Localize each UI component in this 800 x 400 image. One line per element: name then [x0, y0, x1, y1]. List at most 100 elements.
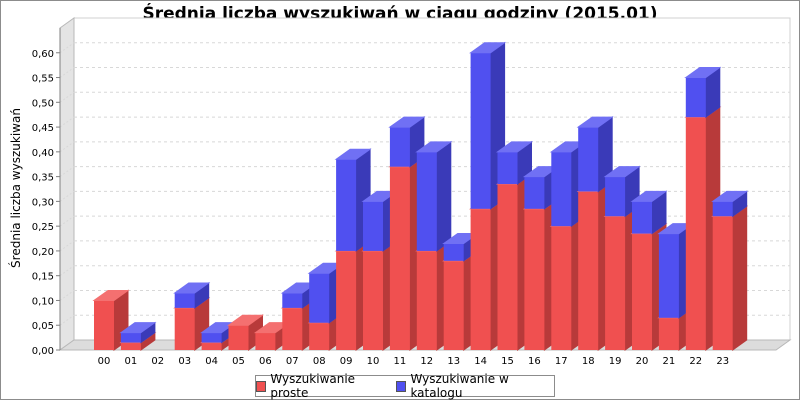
- bar-katalog-16: [524, 176, 545, 209]
- bar-proste-22: [685, 117, 706, 351]
- y-tick-label: 0,35: [32, 173, 54, 184]
- bar-chart: 0,00 0,05 0,10 0,15 0,20 0,25 0,30 0,35 0,40 0,45…: [8, 17, 792, 367]
- bar-katalog-22: [685, 77, 706, 118]
- bar-proste-18: [578, 191, 599, 350]
- left-wall: [59, 17, 75, 351]
- bar-proste-16: [524, 208, 545, 350]
- bar-katalog-14: [470, 52, 491, 209]
- bar-proste-23: [712, 216, 733, 350]
- x-tick-label-20: 20: [636, 356, 649, 367]
- bar-katalog-12: [416, 151, 437, 251]
- bar-katalog-11: [389, 127, 410, 167]
- y-tick-label: 0,00: [32, 346, 54, 357]
- y-tick-label: 0,40: [32, 148, 54, 159]
- x-tick-label-00: 00: [98, 356, 111, 367]
- bar-top-katalog-20: [630, 190, 668, 202]
- bar-katalog-09: [336, 159, 357, 251]
- gridline-side: [59, 290, 75, 301]
- bar-proste-11: [389, 166, 410, 350]
- x-tick-label-05: 05: [232, 356, 245, 367]
- legend-item-series-2: Wyszukiwanie w katalogu: [396, 372, 554, 400]
- gridline-side: [59, 116, 75, 128]
- gridline-side: [59, 166, 75, 178]
- gridline-side: [59, 42, 75, 54]
- bar-proste-17: [551, 226, 572, 350]
- bar-proste-00: [94, 300, 114, 350]
- bar-proste-12: [416, 250, 437, 350]
- bar-top-katalog-19: [603, 166, 641, 178]
- legend-swatch-series-1: [256, 380, 267, 392]
- bar-proste-10: [363, 250, 383, 350]
- y-tick-label: 0,15: [32, 272, 54, 283]
- y-tick-label: 0,50: [32, 98, 54, 109]
- x-tick-label-22: 22: [689, 356, 702, 367]
- y-tick-label: 0,25: [32, 222, 54, 233]
- bar-proste-14: [470, 208, 491, 350]
- x-tick-label-09: 09: [340, 356, 353, 367]
- bar-proste-03: [174, 307, 195, 350]
- x-tick-label-02: 02: [151, 356, 164, 367]
- bar-proste-08: [309, 322, 330, 350]
- x-tick-label-18: 18: [582, 356, 595, 367]
- legend-label-series-2: Wyszukiwanie w katalogu: [410, 372, 509, 400]
- bars: [92, 41, 749, 351]
- bar-proste-19: [605, 216, 626, 350]
- y-tick-label: 0,10: [32, 296, 54, 307]
- x-tick-label-12: 12: [420, 356, 433, 367]
- bar-katalog-17: [551, 151, 572, 227]
- bar-katalog-20: [632, 201, 652, 234]
- x-tick-label-10: 10: [367, 356, 380, 367]
- bar-top-katalog-11: [388, 116, 426, 128]
- gridline-side: [59, 314, 75, 326]
- bar-top-katalog-12: [415, 141, 453, 153]
- bar-katalog-23: [712, 201, 733, 217]
- bar-top-katalog-18: [576, 116, 614, 128]
- x-tick-label-01: 01: [125, 356, 138, 367]
- gridline-side: [59, 240, 75, 252]
- bar-katalog-13: [443, 243, 464, 261]
- x-tick-label-04: 04: [205, 356, 218, 367]
- bar-top-katalog-01: [119, 322, 157, 334]
- legend: Wyszukiwanie proste Wyszukiwanie w katal…: [255, 372, 555, 400]
- bar-katalog-07: [282, 293, 303, 308]
- bar-top-katalog-03: [173, 282, 211, 294]
- bar-top-katalog-14: [469, 42, 507, 54]
- x-tick-label-07: 07: [286, 356, 299, 367]
- bar-proste-20: [632, 233, 652, 350]
- y-tick-label: 0,30: [32, 197, 54, 208]
- x-tick-label-15: 15: [501, 356, 514, 367]
- bar-top-katalog-09: [334, 148, 372, 160]
- bar-proste-05: [228, 325, 249, 350]
- y-tick-label: 0,05: [32, 321, 54, 332]
- bar-top-katalog-22: [684, 67, 722, 79]
- x-tick-label-11: 11: [394, 356, 407, 367]
- y-tick-label: 0,60: [32, 49, 54, 60]
- legend-item-series-1: Wyszukiwanie proste: [256, 372, 388, 400]
- gridline-side: [59, 265, 75, 277]
- x-tick-label-16: 16: [528, 356, 541, 367]
- bar-proste-13: [443, 260, 464, 350]
- gridline-side: [59, 215, 75, 227]
- bar-side-katalog-12: [436, 140, 452, 252]
- bar-katalog-18: [578, 127, 599, 192]
- y-tick-label: 0,20: [32, 247, 54, 258]
- x-tick-label-23: 23: [716, 356, 729, 367]
- gridline-side: [59, 67, 75, 78]
- x-tick-label-08: 08: [313, 356, 326, 367]
- bar-katalog-08: [309, 273, 330, 323]
- x-tick-label-19: 19: [609, 356, 622, 367]
- bar-katalog-21: [658, 233, 679, 318]
- bar-top-katalog-23: [711, 190, 749, 202]
- bar-proste-07: [282, 307, 303, 350]
- y-tick-label: 0,45: [32, 123, 54, 134]
- legend-label-series-1: Wyszukiwanie proste: [270, 372, 356, 400]
- y-tick-label: 0,55: [32, 74, 54, 85]
- bar-proste-21: [658, 317, 679, 350]
- x-tick-label-17: 17: [555, 356, 568, 367]
- bar-katalog-19: [605, 176, 626, 217]
- bar-top-katalog-15: [495, 141, 534, 153]
- bar-katalog-04: [201, 332, 222, 343]
- gridline-side: [59, 91, 75, 103]
- legend-swatch-series-2: [396, 380, 407, 392]
- bar-side-proste-23: [732, 205, 748, 351]
